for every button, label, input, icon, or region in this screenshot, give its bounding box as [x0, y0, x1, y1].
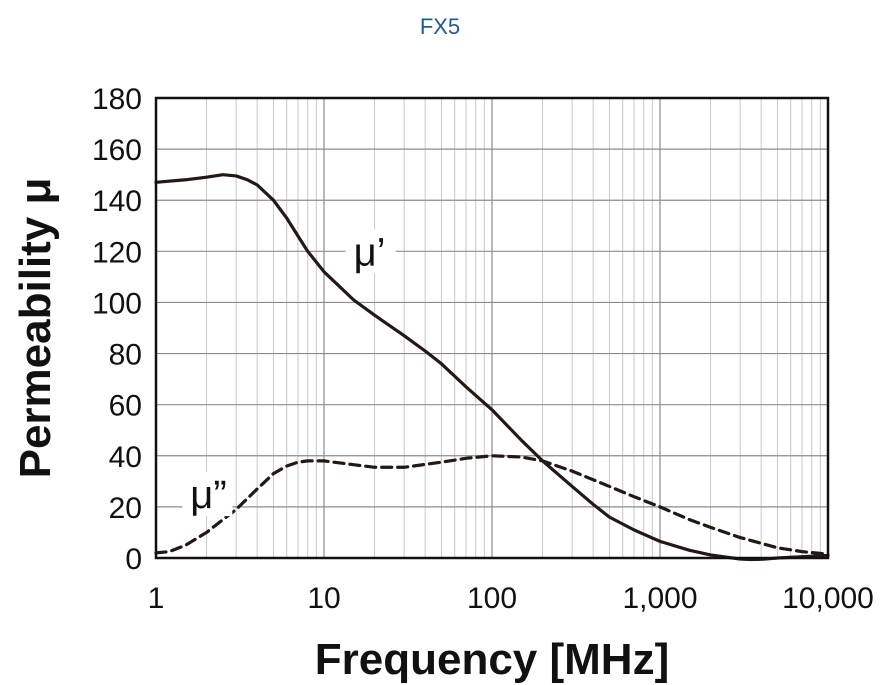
series-line-mu-double-prime — [154, 454, 830, 556]
chart-title: FX5 — [420, 14, 460, 39]
x-tick-label: 1,000 — [622, 582, 697, 615]
y-tick-label: 40 — [109, 441, 142, 474]
x-axis-label: Frequency [MHz] — [315, 635, 669, 684]
y-tick-label: 60 — [109, 390, 142, 423]
plot-frame — [154, 96, 830, 560]
y-tick-label: 180 — [92, 83, 142, 116]
y-tick-label: 120 — [92, 236, 142, 269]
annotation-label: μ’ — [354, 230, 386, 274]
y-axis-label: Permeability μ — [11, 178, 60, 479]
y-tick-label: 80 — [109, 339, 142, 372]
annotation-background — [182, 472, 233, 517]
annotation-label: μ” — [190, 473, 226, 517]
y-tick-label: 100 — [92, 287, 142, 320]
y-tick-labels: 0 20 40 60 80 100 120 140 160 180 — [92, 83, 142, 576]
y-tick-label: 0 — [125, 543, 142, 576]
y-tick-label: 140 — [92, 185, 142, 218]
x-tick-label: 100 — [467, 582, 517, 615]
x-tick-labels: 1 10 100 1,000 10,000 — [148, 582, 874, 615]
x-tick-label: 1 — [148, 582, 165, 615]
curve-annotations: μ’ μ” — [182, 229, 396, 517]
y-tick-label: 160 — [92, 134, 142, 167]
y-tick-label: 20 — [109, 492, 142, 525]
x-tick-label: 10,000 — [782, 582, 874, 615]
annotation-background — [345, 229, 396, 274]
x-tick-label: 10 — [307, 582, 340, 615]
